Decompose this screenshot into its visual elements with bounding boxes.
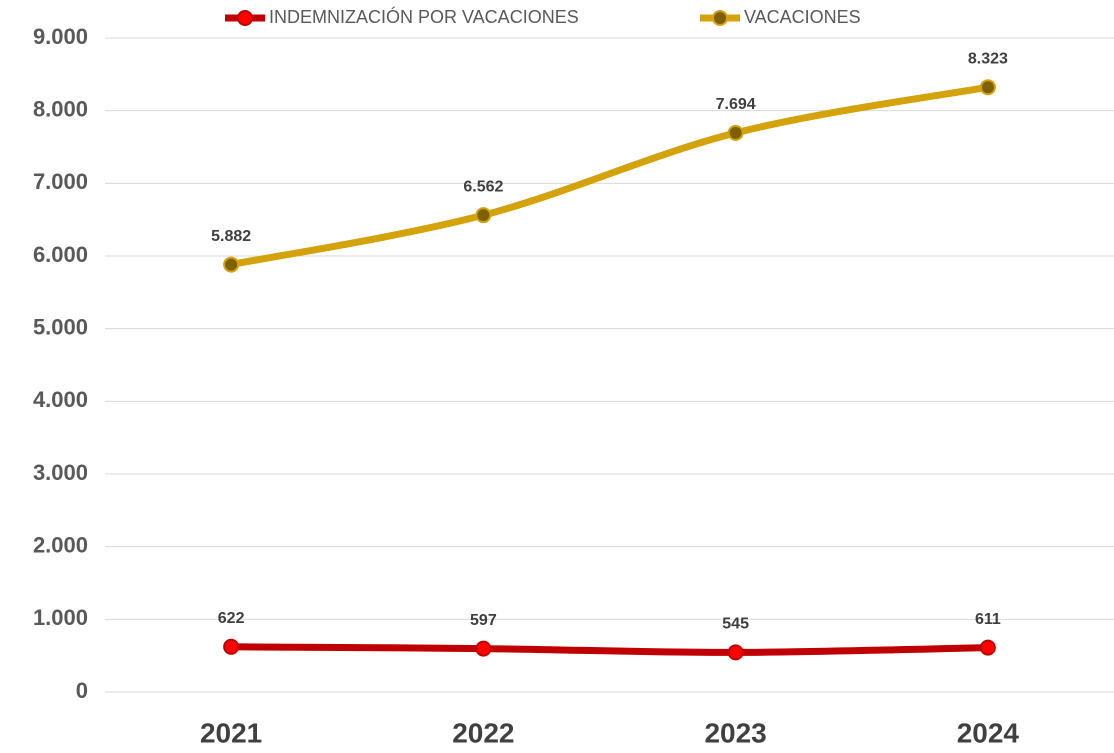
y-tick-label: 3.000 xyxy=(33,460,88,485)
legend-label: INDEMNIZACIÓN POR VACACIONES xyxy=(269,6,579,27)
x-tick-label: 2023 xyxy=(704,717,766,748)
data-point xyxy=(475,207,492,224)
data-label: 7.694 xyxy=(716,96,756,113)
data-point xyxy=(979,79,996,96)
y-tick-label: 9.000 xyxy=(33,24,88,49)
data-point xyxy=(727,644,744,661)
data-point xyxy=(475,640,492,657)
data-label: 622 xyxy=(218,610,245,627)
x-tick-label: 2022 xyxy=(452,717,514,748)
series-line xyxy=(227,83,992,269)
x-tick-label: 2024 xyxy=(957,717,1020,748)
data-label: 6.562 xyxy=(463,178,503,195)
y-tick-label: 7.000 xyxy=(33,169,88,194)
data-label: 5.882 xyxy=(211,228,251,245)
y-tick-label: 1.000 xyxy=(33,605,88,630)
y-tick-label: 8.000 xyxy=(33,96,88,121)
data-label: 8.323 xyxy=(968,50,1008,67)
data-point xyxy=(223,256,240,273)
legend-marker xyxy=(712,10,728,26)
data-label: 611 xyxy=(975,611,1001,628)
y-tick-label: 6.000 xyxy=(33,242,88,267)
series-line xyxy=(227,643,992,656)
data-point xyxy=(223,638,240,655)
legend-label: VACACIONES xyxy=(744,7,861,27)
legend-marker xyxy=(237,10,253,26)
y-tick-label: 2.000 xyxy=(33,532,88,557)
data-label: 597 xyxy=(470,612,497,629)
data-label: 545 xyxy=(722,616,749,633)
y-tick-label: 5.000 xyxy=(33,314,88,339)
data-point xyxy=(979,639,996,656)
y-tick-label: 4.000 xyxy=(33,387,88,412)
x-tick-label: 2021 xyxy=(200,717,262,748)
y-tick-label: 0 xyxy=(76,678,88,703)
data-point xyxy=(727,124,744,141)
